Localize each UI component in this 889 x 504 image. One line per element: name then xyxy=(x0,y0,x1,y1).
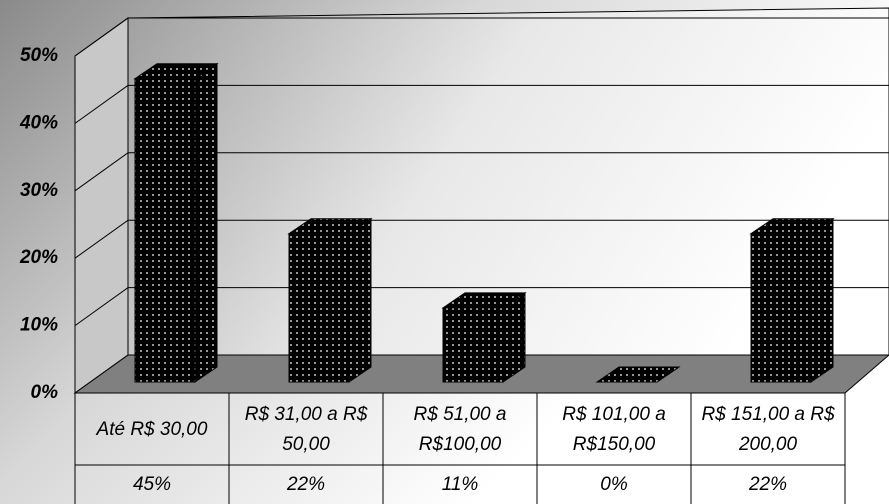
bar-side xyxy=(194,62,218,383)
grid-line xyxy=(74,287,889,327)
grid-line xyxy=(74,17,889,57)
bar-side xyxy=(348,217,372,383)
category-label: R$ 151,00 a R$ 200,00 xyxy=(701,404,835,455)
bar-top xyxy=(595,366,681,383)
y-tick-label: 30% xyxy=(20,180,58,201)
category-label: R$ 31,00 a R$ 50,00 xyxy=(244,404,368,455)
bar-top xyxy=(441,292,527,309)
bar-front xyxy=(288,233,350,383)
value-label: 22% xyxy=(748,474,788,495)
bar-side xyxy=(810,217,834,383)
bar-front xyxy=(134,78,196,383)
y-tick-label: 20% xyxy=(19,247,58,268)
value-label: 45% xyxy=(132,474,172,495)
bar-top xyxy=(287,218,373,235)
grid-line xyxy=(74,84,889,124)
bar-side xyxy=(502,291,526,383)
bar-top xyxy=(133,63,219,80)
bar-top xyxy=(749,218,835,235)
category-label: Até R$ 30,00 xyxy=(96,419,208,440)
value-label: 22% xyxy=(286,474,326,495)
bar xyxy=(133,62,219,383)
bar-front xyxy=(442,307,504,383)
bar xyxy=(287,217,373,383)
bar xyxy=(595,366,681,383)
side-wall xyxy=(74,17,129,394)
value-label: 11% xyxy=(441,474,479,495)
value-label: 0% xyxy=(600,474,628,495)
bar xyxy=(749,217,835,383)
bar xyxy=(441,291,527,383)
category-label: R$ 101,00 a R$150,00 xyxy=(562,404,666,455)
bar-front xyxy=(750,233,812,383)
y-tick-label: 40% xyxy=(19,112,58,133)
grid-line xyxy=(74,219,889,259)
y-tick-label: 50% xyxy=(20,45,58,66)
y-tick-label: 10% xyxy=(20,315,58,336)
grid-line xyxy=(74,152,889,192)
y-tick-label: 0% xyxy=(31,382,59,403)
category-label: R$ 51,00 a R$100,00 xyxy=(413,404,507,455)
